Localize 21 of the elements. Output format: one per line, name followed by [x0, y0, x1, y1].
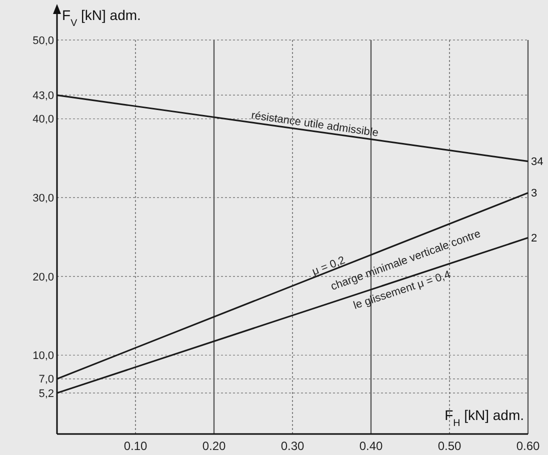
y-tick-label: 7,0 — [38, 374, 54, 386]
y-tick-label: 40,0 — [32, 114, 54, 126]
y-tick-label: 10,0 — [32, 350, 54, 362]
text: résistance utile admissible — [250, 110, 380, 140]
x-tick-label: 0.30 — [280, 439, 304, 453]
text: 34 — [531, 156, 544, 168]
x-axis-title: F$_{H}$ [kN] adm. — [444, 407, 524, 428]
x-tick-label: 0.10 — [124, 439, 148, 453]
text: 2 — [531, 232, 538, 245]
x-tick-label: 0.40 — [359, 439, 383, 453]
y-axis-title: F$_{V}$ [kN] adm. — [62, 7, 141, 28]
y-tick-label: 50,0 — [32, 34, 54, 47]
text: μ = 0,2 — [310, 254, 347, 278]
x-tick-label: 0.50 — [438, 439, 462, 453]
y-tick-label: 20,0 — [32, 271, 54, 284]
y-tick-label: 5,2 — [38, 388, 54, 400]
y-tick-label: 30,0 — [32, 192, 54, 204]
y-tick-label: 43,0 — [32, 90, 54, 102]
x-tick-label: 0.60 — [516, 439, 540, 453]
text: 3 — [531, 188, 538, 200]
x-tick-label: 0.20 — [202, 439, 226, 453]
